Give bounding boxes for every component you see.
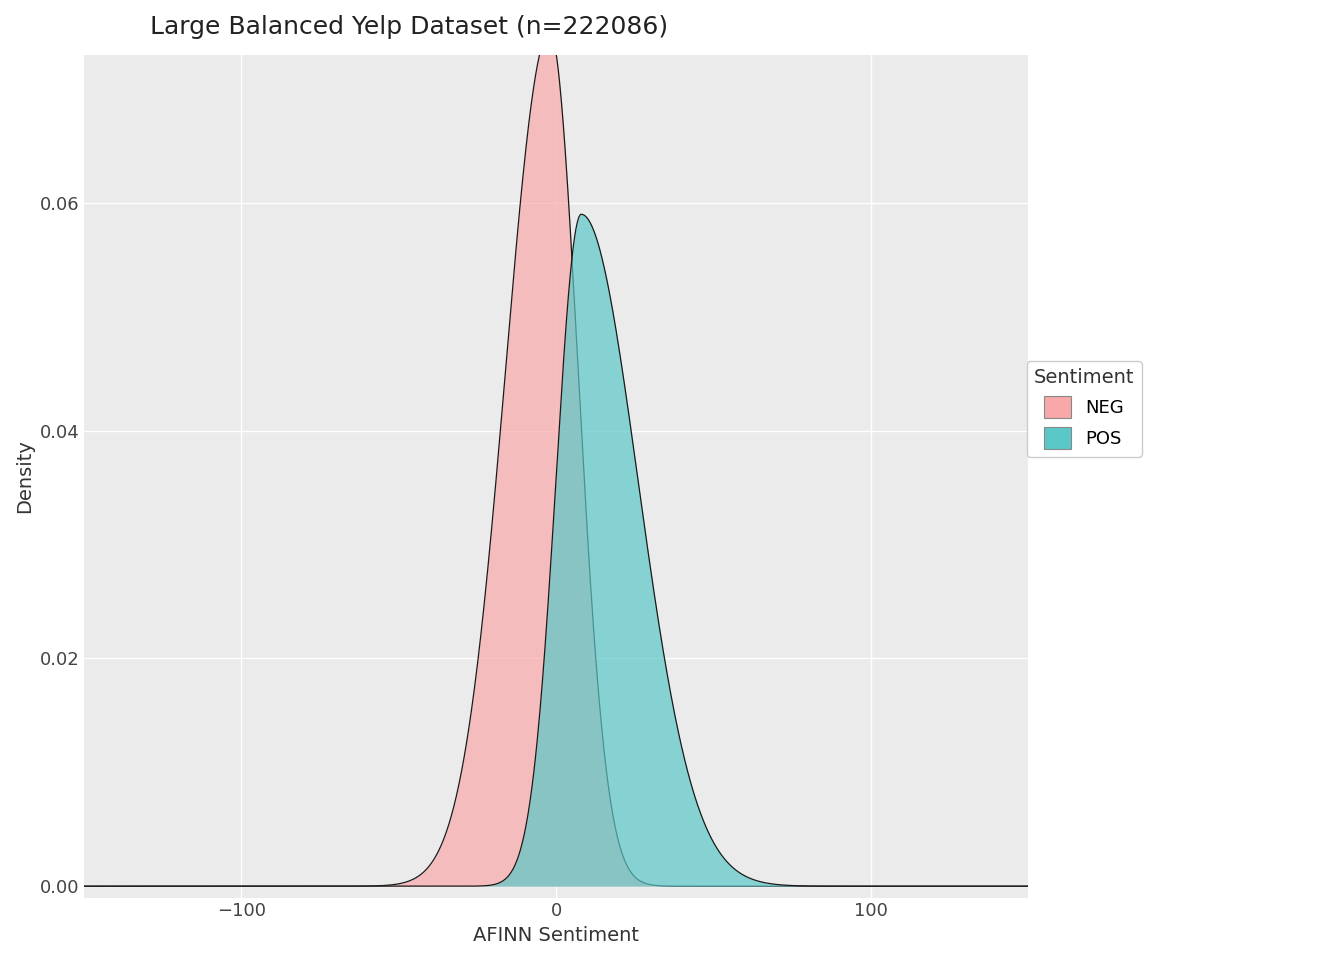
Y-axis label: Density: Density xyxy=(15,440,34,514)
X-axis label: AFINN Sentiment: AFINN Sentiment xyxy=(473,926,638,945)
Legend: NEG, POS: NEG, POS xyxy=(1027,361,1141,457)
Text: Large Balanced Yelp Dataset (n=222086): Large Balanced Yelp Dataset (n=222086) xyxy=(151,15,668,39)
